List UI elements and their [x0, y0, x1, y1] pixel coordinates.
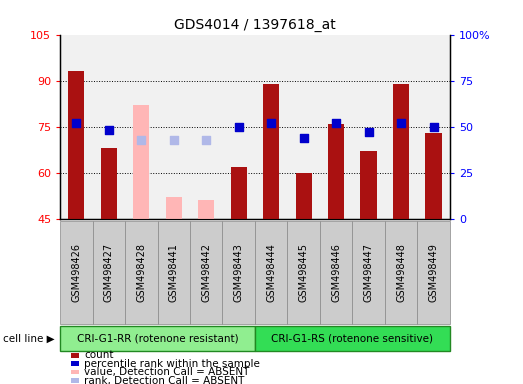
Text: GSM498426: GSM498426	[71, 243, 82, 302]
Text: CRI-G1-RR (rotenone resistant): CRI-G1-RR (rotenone resistant)	[77, 334, 238, 344]
Point	[202, 137, 210, 143]
Point	[397, 120, 405, 126]
Point	[72, 120, 81, 126]
Text: GSM498447: GSM498447	[363, 243, 373, 302]
Bar	[320, 35, 353, 219]
Bar	[417, 221, 450, 324]
Text: GSM498448: GSM498448	[396, 243, 406, 302]
Text: CRI-G1-RS (rotenone sensitive): CRI-G1-RS (rotenone sensitive)	[271, 334, 434, 344]
Bar	[125, 35, 157, 219]
Bar	[125, 221, 157, 324]
Bar	[93, 35, 125, 219]
Bar	[295, 173, 312, 219]
Bar	[385, 221, 417, 324]
Text: GSM498443: GSM498443	[234, 243, 244, 302]
Text: GSM498442: GSM498442	[201, 243, 211, 302]
Bar	[255, 221, 288, 324]
Point	[267, 120, 276, 126]
Point	[300, 135, 308, 141]
Text: GSM498445: GSM498445	[299, 243, 309, 302]
Bar	[133, 105, 150, 219]
Point	[365, 129, 373, 135]
Bar	[393, 84, 409, 219]
Bar	[222, 221, 255, 324]
Bar	[198, 200, 214, 219]
Bar	[101, 148, 117, 219]
Point	[105, 127, 113, 134]
Point	[169, 137, 178, 143]
Bar	[353, 35, 385, 219]
Bar	[328, 124, 344, 219]
Bar	[222, 35, 255, 219]
Bar	[417, 35, 450, 219]
Bar	[69, 71, 85, 219]
Bar	[60, 326, 255, 351]
Title: GDS4014 / 1397618_at: GDS4014 / 1397618_at	[174, 18, 336, 32]
Bar	[231, 167, 247, 219]
Bar	[360, 151, 377, 219]
Text: GSM498428: GSM498428	[137, 243, 146, 302]
Bar	[385, 35, 417, 219]
Bar	[425, 133, 441, 219]
Bar	[263, 84, 279, 219]
Bar	[320, 221, 353, 324]
Bar	[353, 221, 385, 324]
Text: cell line ▶: cell line ▶	[3, 334, 54, 344]
Point	[234, 124, 243, 130]
Bar	[255, 326, 450, 351]
Text: GSM498441: GSM498441	[169, 243, 179, 302]
Bar	[93, 221, 125, 324]
Text: GSM498449: GSM498449	[428, 243, 439, 302]
Text: GSM498444: GSM498444	[266, 243, 276, 302]
Bar	[288, 221, 320, 324]
Point	[332, 120, 340, 126]
Bar	[157, 35, 190, 219]
Bar	[166, 197, 182, 219]
Point	[137, 137, 145, 143]
Text: count: count	[84, 350, 114, 360]
Text: rank, Detection Call = ABSENT: rank, Detection Call = ABSENT	[84, 376, 245, 384]
Bar	[190, 221, 222, 324]
Bar	[255, 35, 288, 219]
Bar	[60, 35, 93, 219]
Bar	[288, 35, 320, 219]
Bar	[190, 35, 222, 219]
Text: percentile rank within the sample: percentile rank within the sample	[84, 359, 260, 369]
Text: value, Detection Call = ABSENT: value, Detection Call = ABSENT	[84, 367, 250, 377]
Bar	[60, 221, 93, 324]
Text: GSM498427: GSM498427	[104, 243, 114, 302]
Text: GSM498446: GSM498446	[331, 243, 341, 302]
Point	[429, 124, 438, 130]
Bar	[157, 221, 190, 324]
